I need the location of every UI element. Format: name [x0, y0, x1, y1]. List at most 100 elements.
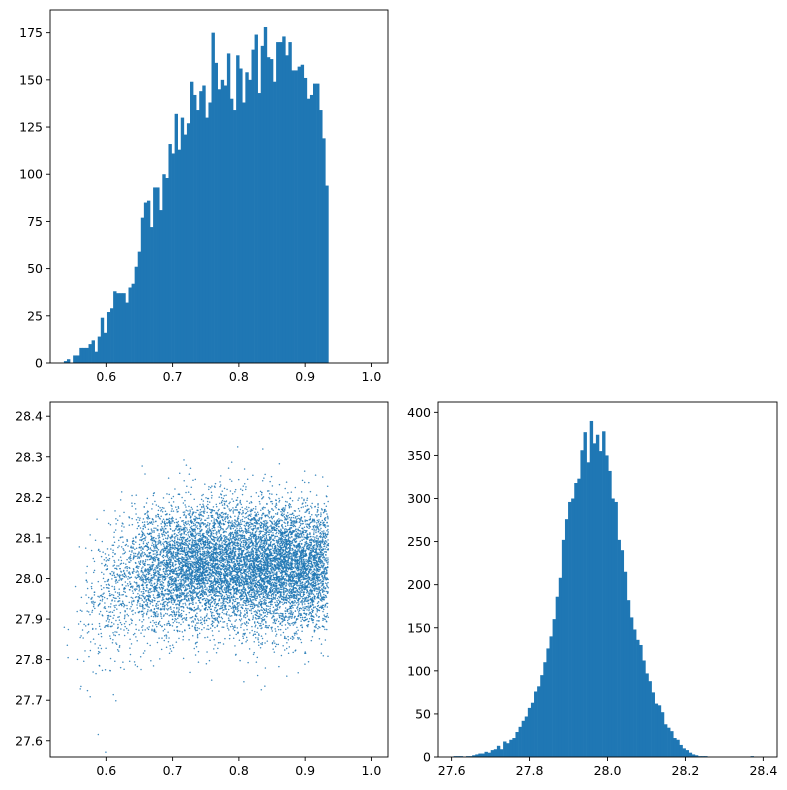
scatter-point [327, 525, 330, 527]
scatter-point [257, 637, 259, 639]
scatter-point [167, 530, 169, 533]
scatter-point [296, 518, 298, 520]
scatter-point [203, 620, 206, 622]
scatter-point [145, 613, 148, 616]
scatter-point [110, 603, 112, 605]
scatter-point [171, 556, 174, 559]
scatter-point [256, 631, 258, 634]
scatter-point [199, 602, 202, 604]
scatter-point [177, 569, 179, 572]
scatter-point [146, 570, 148, 572]
scatter-point [245, 601, 247, 603]
scatter-point [247, 622, 250, 624]
scatter-point [246, 592, 249, 594]
scatter-point [91, 582, 93, 585]
scatter-point [108, 621, 110, 623]
scatter-point [136, 583, 138, 585]
scatter-point [264, 633, 267, 635]
scatter-point [313, 528, 315, 531]
scatter-point [185, 571, 188, 574]
scatter-point [299, 592, 301, 595]
scatter-point [206, 557, 209, 559]
scatter-point [117, 575, 119, 577]
scatter-point [100, 632, 102, 635]
scatter-point [271, 503, 274, 505]
scatter-point [293, 597, 295, 600]
scatter-point [295, 537, 298, 540]
scatter-point [212, 634, 214, 637]
scatter-point [302, 574, 305, 576]
scatter-point [160, 617, 163, 620]
scatter-point [202, 570, 204, 572]
scatter-point [254, 633, 257, 635]
scatter-point [252, 617, 254, 619]
scatter-point [186, 485, 188, 487]
scatter-point [248, 648, 251, 650]
scatter-point [219, 641, 221, 644]
scatter-point [227, 505, 229, 508]
scatter-point [276, 604, 279, 606]
scatter-point [215, 651, 218, 654]
scatter-point [133, 552, 135, 555]
scatter-point [304, 603, 306, 605]
scatter-point [281, 615, 283, 617]
scatter-point [259, 599, 261, 601]
scatter-point [320, 564, 323, 567]
scatter-point [86, 610, 88, 612]
scatter-point [227, 608, 230, 611]
scatter-point [290, 491, 293, 493]
scatter-point [168, 637, 170, 639]
scatter-point [200, 519, 202, 522]
scatter-point [104, 626, 106, 628]
scatter-point [321, 530, 323, 533]
scatter-point [293, 621, 296, 624]
scatter-point [210, 497, 213, 499]
scatter-point [193, 610, 196, 612]
scatter-point [127, 584, 130, 587]
scatter-point [259, 590, 261, 593]
scatter-point [306, 504, 309, 507]
scatter-point [194, 643, 197, 645]
scatter-point [213, 648, 215, 650]
scatter-point [159, 658, 161, 660]
scatter-point [105, 647, 107, 650]
scatter-point [171, 615, 174, 617]
scatter-point [251, 591, 253, 594]
scatter-point [227, 571, 229, 574]
scatter-point [233, 604, 236, 607]
scatter-point [197, 534, 200, 537]
scatter-point [250, 513, 252, 515]
scatter-point [278, 612, 280, 615]
scatter-point [198, 627, 200, 630]
scatter-point [227, 524, 230, 527]
scatter-point [113, 561, 116, 563]
scatter-point [161, 535, 164, 537]
x-tick-label: 1.0 [361, 369, 381, 384]
scatter-point [211, 485, 213, 487]
scatter-point [113, 609, 115, 612]
scatter-point [317, 627, 319, 630]
scatter-point [152, 615, 155, 618]
scatter-point [254, 511, 256, 513]
scatter-point [240, 626, 242, 629]
scatter-point [123, 526, 125, 528]
scatter-point [208, 603, 210, 605]
scatter-point [125, 620, 127, 623]
scatter-point [285, 594, 288, 596]
scatter-point [170, 589, 173, 592]
scatter-point [154, 578, 156, 580]
scatter-point [322, 610, 324, 613]
scatter-point [277, 628, 280, 631]
scatter-point [225, 573, 228, 575]
scatter-point [185, 613, 188, 616]
scatter-point [144, 526, 147, 529]
histogram-bar [106, 312, 111, 363]
histogram-bar [131, 283, 135, 363]
scatter-point [168, 493, 170, 496]
scatter-point [119, 666, 122, 669]
scatter-point [239, 488, 242, 490]
scatter-point [192, 603, 194, 605]
scatter-point [141, 551, 144, 553]
scatter-point [316, 514, 318, 516]
scatter-point [188, 473, 191, 475]
